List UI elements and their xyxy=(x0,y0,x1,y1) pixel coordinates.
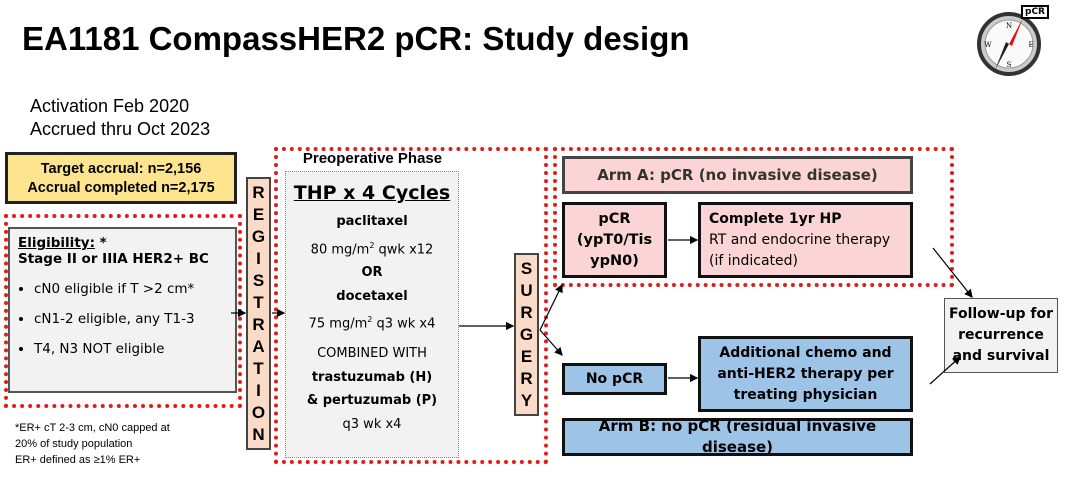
svg-text:E: E xyxy=(1028,41,1033,49)
eligibility-stage: Stage II or IIIA HER2+ BC xyxy=(18,251,209,267)
arm-b-treatment-line: treating physician xyxy=(733,386,878,403)
no-pcr-box: No pCR xyxy=(562,363,667,395)
eligibility-heading: Eligibility: xyxy=(18,235,95,251)
combined-with: COMBINED WITH xyxy=(317,346,427,362)
activation-text: Activation Feb 2020 xyxy=(30,96,190,116)
surgery-letter: U xyxy=(520,280,533,300)
accrued-text: Accrued thru Oct 2023 xyxy=(30,119,211,139)
svg-text:W: W xyxy=(984,41,992,49)
dose-docetaxel: 75 mg/m2 q3 wk x4 xyxy=(308,315,436,332)
arm-a-treatment-box: Complete 1yr HP RT and endocrine therapy… xyxy=(698,202,913,278)
registration-letter: G xyxy=(251,226,266,246)
drug-pertuzumab: & pertuzumab (P) xyxy=(306,393,438,409)
registration-letter: O xyxy=(251,402,266,422)
registration-letter: I xyxy=(256,248,261,268)
drug-trastuzumab: trastuzumab (H) xyxy=(311,369,433,385)
registration-letter: T xyxy=(253,358,264,378)
surgery-letter: R xyxy=(520,302,533,322)
eligibility-bullet: T4, N3 NOT eligible xyxy=(34,341,227,357)
preoperative-phase-title: Preoperative Phase xyxy=(302,150,443,167)
drug-docetaxel: docetaxel xyxy=(336,288,408,304)
surgery-letter: Y xyxy=(520,390,533,410)
svg-text:S: S xyxy=(1007,61,1012,69)
registration-letter: A xyxy=(252,336,265,356)
footnote-line: *ER+ cT 2-3 cm, cN0 capped at xyxy=(15,422,170,434)
svg-text:N: N xyxy=(1006,22,1012,30)
registration-letter: R xyxy=(252,314,265,334)
arm-b-treatment-line: anti-HER2 therapy per xyxy=(717,365,894,382)
registration-letter: E xyxy=(252,204,265,224)
surgery-letter: S xyxy=(520,258,533,278)
arm-a-highlight xyxy=(553,147,954,287)
compass-icon: N S W E xyxy=(977,12,1041,76)
or-label: OR xyxy=(361,265,383,281)
footnote-line: 20% of study population xyxy=(15,438,133,450)
arm-a-treatment-title: Complete 1yr HP xyxy=(709,210,842,227)
accrual-completed: Accrual completed n=2,175 xyxy=(27,180,215,196)
logo-label: pCR xyxy=(1021,5,1049,19)
surgery-letter: R xyxy=(520,368,533,388)
eligibility-star: * xyxy=(94,235,107,251)
registration-letter: N xyxy=(252,424,265,444)
dose-paclitaxel: 80 mg/m2 qwk x12 xyxy=(310,240,434,257)
drug-paclitaxel: paclitaxel xyxy=(336,214,408,229)
pcr-box: pCR (ypT0/Tis ypN0) xyxy=(562,202,667,278)
registration-letter: T xyxy=(253,292,264,312)
preoperative-box: THP x 4 Cycles paclitaxel 80 mg/m2 qwk x… xyxy=(285,171,459,458)
regimen-title: THP x 4 Cycles xyxy=(293,182,451,204)
page-title: EA1181 CompassHER2 pCR: Study design xyxy=(22,20,690,57)
eligibility-box: Eligibility: * Stage II or IIIA HER2+ BC… xyxy=(8,227,237,393)
footnote: *ER+ cT 2-3 cm, cN0 capped at 20% of stu… xyxy=(15,420,170,468)
compass-logo: N S W E pCR xyxy=(975,4,1049,76)
follow-up-line: recurrence xyxy=(958,327,1044,343)
surgery-letter: G xyxy=(519,324,534,344)
target-accrual: Target accrual: n=2,156 xyxy=(40,161,202,177)
arm-b-treatment-box: Additional chemo and anti-HER2 therapy p… xyxy=(698,336,913,412)
footnote-line: ER+ defined as ≥1% ER+ xyxy=(15,454,141,466)
registration-letter: R xyxy=(252,182,265,202)
arm-b-treatment-line: Additional chemo and xyxy=(719,344,892,361)
antibody-schedule: q3 wk x4 xyxy=(342,416,402,432)
follow-up-line: Follow-up for xyxy=(948,306,1054,322)
eligibility-bullet: cN1-2 eligible, any T1-3 xyxy=(34,311,227,327)
arm-b-header: Arm B: no pCR (residual invasive disease… xyxy=(562,417,913,456)
pcr-line: (ypT0/Tis xyxy=(576,231,653,248)
registration-letter: I xyxy=(256,380,261,400)
pcr-line: ypN0) xyxy=(590,252,639,269)
pcr-line: pCR xyxy=(598,210,631,227)
follow-up-box: Follow-up for recurrence and survival xyxy=(944,298,1058,373)
arm-a-header: Arm A: pCR (no invasive disease) xyxy=(562,156,913,194)
arm-a-treatment-line: RT and endocrine therapy xyxy=(709,231,891,248)
registration-letter: S xyxy=(252,270,265,290)
surgery-letter: E xyxy=(520,346,533,366)
follow-up-line: and survival xyxy=(952,348,1050,364)
accrual-box: Target accrual: n=2,156 Accrual complete… xyxy=(5,152,237,204)
arm-a-treatment-line: (if indicated) xyxy=(709,252,798,269)
eligibility-bullet: cN0 eligible if T >2 cm* xyxy=(34,281,227,297)
